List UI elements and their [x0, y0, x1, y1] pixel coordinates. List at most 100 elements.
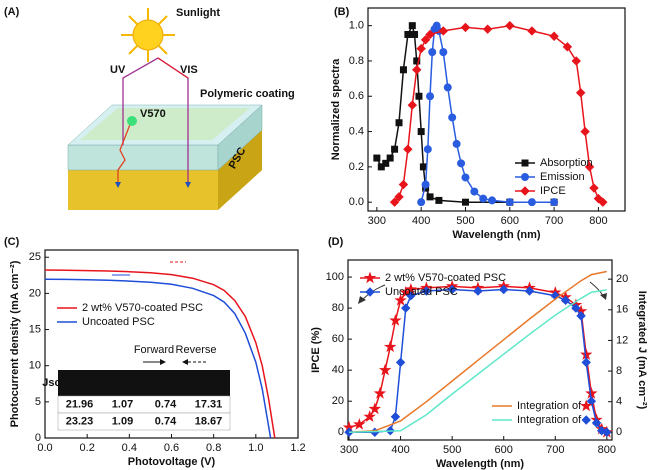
y-tick-label: 100 [326, 271, 344, 283]
y2-tick-label: 16 [616, 304, 628, 316]
marker [404, 30, 412, 38]
plot-frame [347, 259, 613, 441]
marker [421, 180, 430, 189]
marker [413, 57, 421, 65]
marker [435, 196, 443, 204]
marker [389, 197, 400, 207]
table-cell: 0.74 [155, 398, 177, 410]
x-axis-label: Wavelength (nm) [452, 229, 541, 241]
marker [460, 22, 471, 33]
table-cell: 18.67 [195, 415, 223, 427]
x-tick-label: 0.2 [80, 442, 95, 454]
marker [448, 113, 457, 122]
y-tick-label: 40 [332, 364, 344, 376]
x-tick-label: 800 [589, 215, 607, 227]
marker [401, 303, 411, 313]
marker [421, 286, 432, 296]
y-axis-label: Normalized spectra [330, 58, 342, 160]
marker [420, 35, 431, 45]
annotation: Reverse [176, 344, 217, 356]
marker [363, 410, 376, 423]
marker [373, 386, 387, 399]
legend-label: Integration of [517, 400, 582, 412]
y2-tick-label: 0 [616, 426, 622, 438]
plot-frame [367, 7, 626, 212]
marker [527, 26, 537, 36]
marker [571, 56, 581, 66]
table-cell: 0.74 [155, 415, 177, 427]
diagram: Sunlight UV VIS V570 Polymeric coating P… [67, 7, 295, 210]
x-tick-label: 600 [495, 444, 513, 456]
series-line [348, 289, 607, 434]
y-tick-label: 0 [35, 432, 41, 444]
x-tick-label: 400 [412, 215, 430, 227]
marker [382, 159, 390, 167]
marker [443, 83, 452, 92]
marker [562, 42, 573, 52]
y2-tick-label: 12 [616, 334, 628, 346]
table-header: PCE (%) [187, 377, 230, 389]
marker [423, 145, 432, 154]
marker [473, 286, 483, 296]
x-tick-label: 600 [501, 215, 519, 227]
panel-label: (B) [334, 6, 350, 18]
marker [406, 290, 416, 301]
marker [398, 179, 409, 190]
marker [377, 163, 385, 171]
table-header: FF [159, 377, 173, 389]
marker [520, 186, 530, 196]
y-tick-label: 80 [332, 302, 344, 314]
marker [403, 144, 413, 154]
y2-tick-label: 4 [616, 396, 622, 408]
sun-label: Sunlight [176, 7, 220, 19]
marker [416, 43, 426, 54]
marker [426, 92, 435, 101]
table-cell: 1.07 [112, 398, 133, 410]
x-tick-label: 700 [545, 215, 563, 227]
x-tick-label: 0.0 [37, 442, 52, 454]
table-row [57, 412, 231, 431]
uv-label: UV [110, 64, 126, 76]
marker [580, 399, 593, 412]
table-header: Voc (V) [104, 377, 141, 389]
y-tick-label: 10 [29, 360, 41, 372]
marker [394, 192, 404, 202]
marker [391, 145, 399, 153]
legend-label: Uncoated PSC [82, 316, 155, 328]
marker [585, 386, 598, 399]
marker [419, 163, 427, 171]
marker [505, 198, 514, 207]
y-tick-label: 60 [332, 333, 344, 345]
marker [571, 303, 581, 313]
x-tick-label: 800 [598, 444, 616, 456]
marker [461, 173, 470, 182]
marker [521, 173, 529, 181]
marker [417, 198, 426, 207]
y-tick-label: 15 [29, 323, 41, 335]
y-tick-label: 1.0 [349, 20, 364, 32]
x-tick-label: 500 [443, 444, 461, 456]
marker [479, 194, 488, 203]
panel-label: (C) [4, 236, 20, 248]
table-cell: 1.09 [112, 415, 133, 427]
legend-label: Absorption [540, 157, 593, 169]
marker [576, 311, 586, 321]
marker [415, 92, 423, 100]
marker [411, 30, 419, 38]
marker [389, 313, 402, 326]
marker [399, 66, 407, 74]
marker [581, 415, 591, 425]
dye-dot [127, 116, 137, 126]
marker [591, 418, 602, 428]
legend-label: IPCE [540, 185, 566, 197]
marker [461, 198, 469, 206]
x-tick-label: 0.4 [122, 442, 137, 454]
marker [426, 193, 434, 201]
marker [395, 357, 406, 368]
y-tick-label: 5 [35, 396, 41, 408]
x-axis-label: Photovoltage (V) [128, 456, 216, 468]
series-line [44, 278, 272, 439]
marker [425, 29, 435, 40]
vis-label: VIS [180, 64, 198, 76]
y-axis-label: Photocurrent density (mA cm⁻²) [9, 260, 21, 427]
